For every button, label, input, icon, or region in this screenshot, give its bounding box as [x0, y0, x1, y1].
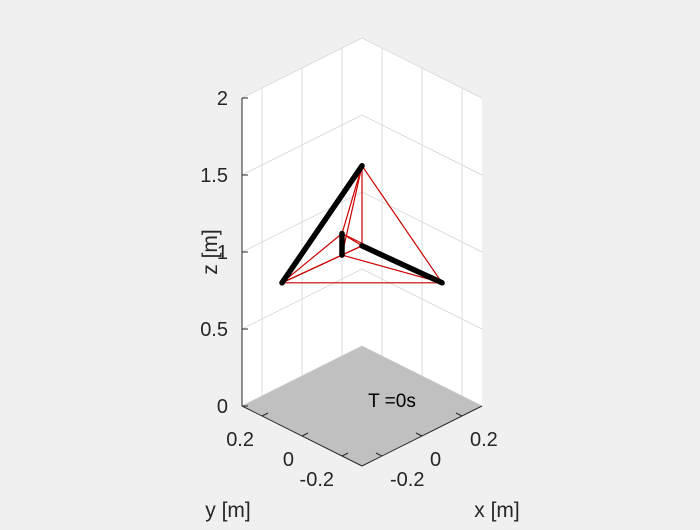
z-tick-label: 2: [217, 88, 228, 110]
bar-element: [279, 163, 365, 286]
y-tick-label: 0.2: [226, 429, 254, 451]
grid-line-z: [241, 37, 483, 99]
node-point: [339, 252, 345, 258]
x-tick: [415, 432, 423, 437]
structure: [279, 163, 445, 286]
y-tick-label: 0: [283, 449, 294, 471]
node-point: [359, 243, 365, 249]
x-tick: [375, 452, 383, 457]
x-tick-label: 0: [430, 449, 441, 471]
x-tick-label: -0.2: [390, 469, 424, 491]
x-tick: [455, 412, 463, 417]
string-element: [341, 165, 363, 256]
node-point: [359, 163, 365, 169]
string-element: [341, 254, 443, 284]
z-tick-label: 0: [217, 396, 228, 418]
ticks: 0 0.5 1 1.5 2 -0.2 0 0.2 -0.2 0 0.2: [200, 88, 498, 491]
node-point: [439, 280, 445, 286]
y-tick: [301, 432, 309, 437]
x-axis-label: x [m]: [474, 499, 520, 522]
grid-line-z: [241, 114, 483, 176]
y-tick-label: -0.2: [300, 469, 334, 491]
grid-line-z: [241, 268, 483, 330]
y-axis-label: y [m]: [205, 499, 251, 522]
z-tick-label: 0.5: [200, 319, 228, 341]
bar-element: [359, 243, 445, 286]
z-tick-label: 1: [217, 242, 228, 264]
string-element: [281, 254, 343, 284]
y-tick: [261, 412, 269, 417]
string-element: [281, 233, 343, 284]
string-element: [361, 165, 443, 284]
y-tick: [341, 452, 349, 457]
string-element: [341, 245, 363, 256]
z-axis-label: z [m]: [199, 229, 222, 275]
z-tick-label: 1.5: [200, 165, 228, 187]
time-annotation: T =0s: [368, 391, 416, 412]
node-point: [279, 280, 285, 286]
x-tick-label: 0.2: [470, 429, 498, 451]
string-element: [341, 165, 363, 234]
node-point: [339, 230, 345, 237]
